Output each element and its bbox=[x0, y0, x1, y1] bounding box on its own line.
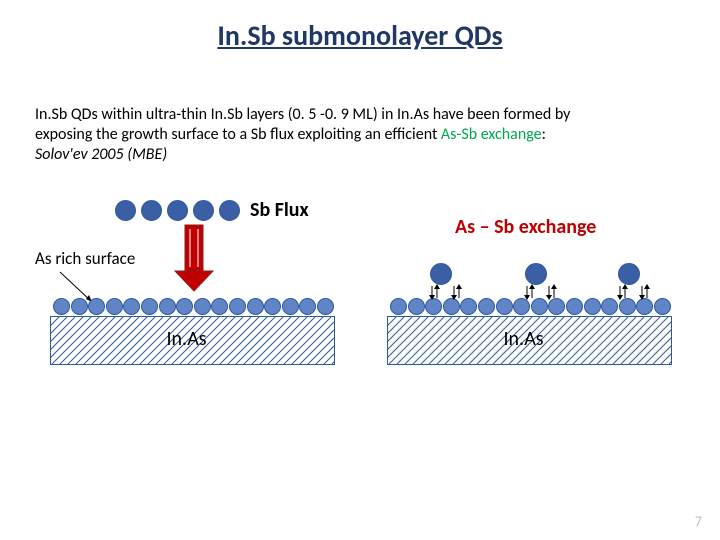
double-arrow-icon bbox=[618, 284, 628, 305]
atom-icon bbox=[229, 298, 246, 315]
atom-icon bbox=[408, 298, 425, 315]
body-l2a: exposing the growth surface to a Sb flux… bbox=[35, 125, 441, 144]
atom-icon bbox=[584, 298, 601, 315]
atom-icon bbox=[115, 200, 136, 221]
atom-icon bbox=[247, 298, 264, 315]
atom-icon bbox=[219, 200, 240, 221]
body-l1: In.Sb QDs within ultra-thin In.Sb layers… bbox=[35, 105, 570, 124]
double-arrow-icon bbox=[430, 284, 440, 305]
atom-icon bbox=[123, 298, 140, 315]
left-surface-atoms bbox=[53, 298, 335, 315]
atom-icon bbox=[167, 200, 188, 221]
title-text: In.Sb submonolayer QDs bbox=[217, 18, 502, 53]
double-arrow-icon bbox=[452, 284, 462, 305]
atom-icon bbox=[194, 298, 211, 315]
flux-arrow-icon bbox=[175, 225, 221, 308]
atom-icon bbox=[390, 298, 407, 315]
double-arrow-icon bbox=[547, 284, 557, 305]
atom-icon bbox=[654, 298, 671, 315]
right-substrate-label: In.As bbox=[504, 327, 544, 351]
slide-title: In.Sb submonolayer QDs bbox=[0, 18, 720, 53]
atom-icon bbox=[496, 298, 513, 315]
atom-icon bbox=[193, 200, 214, 221]
atom-icon bbox=[159, 298, 176, 315]
atom-icon bbox=[71, 298, 88, 315]
atom-icon bbox=[299, 298, 316, 315]
atom-icon bbox=[566, 298, 583, 315]
flux-atoms bbox=[115, 200, 245, 221]
qd-icon bbox=[525, 263, 547, 285]
body-l2c: : bbox=[542, 125, 546, 144]
atom-icon bbox=[460, 298, 477, 315]
double-arrow-icon bbox=[525, 284, 535, 305]
atom-icon bbox=[211, 298, 228, 315]
atom-icon bbox=[264, 298, 281, 315]
as-sb-exchange-label: As – Sb exchange bbox=[455, 215, 596, 239]
atom-icon bbox=[601, 298, 618, 315]
sb-flux-label: Sb Flux bbox=[250, 198, 309, 222]
atom-icon bbox=[141, 200, 162, 221]
page-number: 7 bbox=[695, 513, 702, 530]
left-substrate-label: In.As bbox=[167, 327, 207, 351]
atom-icon bbox=[88, 298, 105, 315]
qd-icon bbox=[430, 263, 452, 285]
as-rich-surface-label: As rich surface bbox=[35, 248, 135, 269]
atom-icon bbox=[176, 298, 193, 315]
body-text: In.Sb QDs within ultra-thin In.Sb layers… bbox=[35, 105, 685, 165]
atom-icon bbox=[478, 298, 495, 315]
as-sb-exchange-highlight: As-Sb exchange bbox=[441, 125, 542, 144]
atom-icon bbox=[141, 298, 158, 315]
body-l3: Solov'ev 2005 (MBE) bbox=[35, 145, 167, 164]
atom-icon bbox=[282, 298, 299, 315]
double-arrow-icon bbox=[640, 284, 650, 305]
qd-icon bbox=[618, 263, 640, 285]
atom-icon bbox=[53, 298, 70, 315]
atom-icon bbox=[106, 298, 123, 315]
atom-icon bbox=[317, 298, 334, 315]
